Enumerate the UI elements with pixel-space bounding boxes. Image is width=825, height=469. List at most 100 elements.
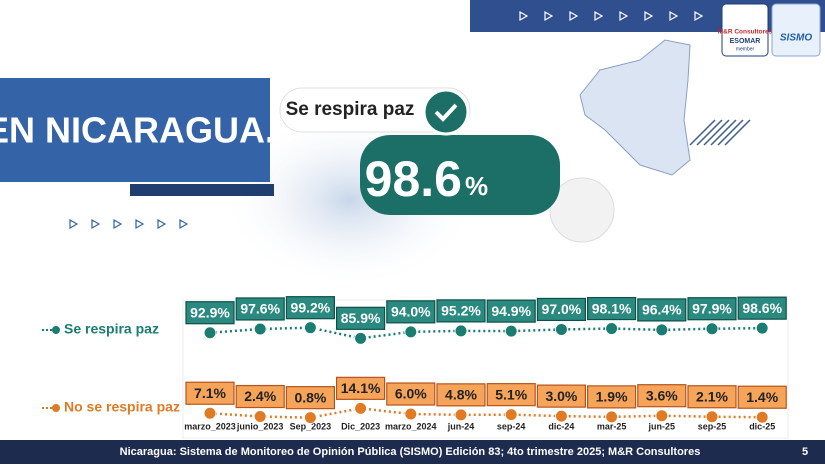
data-label: 7.1%: [194, 385, 226, 401]
logo-member: member: [736, 46, 755, 52]
decor-circle: [549, 177, 615, 243]
headline-value: 98.6: [365, 151, 462, 207]
marker: [605, 410, 619, 424]
legend-marker: [52, 326, 60, 334]
marker: [655, 409, 669, 423]
marker: [253, 410, 267, 424]
label-box: [436, 299, 486, 323]
label-box: [185, 301, 235, 325]
label-box: [486, 299, 536, 323]
label-box: [235, 297, 285, 321]
check-mark: [434, 103, 458, 122]
label-box: [386, 382, 436, 406]
label-box: [536, 297, 587, 322]
title-underline: [130, 184, 274, 196]
data-label: 94.9%: [491, 303, 531, 319]
marker: [705, 410, 719, 424]
label-box: [586, 296, 637, 321]
chart: marzo_2023 junio_2023 Sep_2023 Dic_2023 marz…: [42, 296, 787, 431]
arrows-left: [69, 218, 189, 230]
x-tick-label: junio_2023: [236, 421, 284, 431]
label-box: [486, 383, 536, 407]
data-label: 3.0%: [545, 388, 577, 404]
marker: [605, 322, 619, 336]
data-label: 3.6%: [646, 387, 678, 403]
data-label: 6.0%: [395, 386, 427, 402]
label-box: [285, 296, 335, 320]
label-box: [637, 384, 687, 408]
data-label: 95.2%: [441, 303, 481, 319]
map: [579, 39, 691, 176]
data-label: 94.0%: [391, 304, 431, 320]
data-label: 92.9%: [190, 304, 230, 320]
x-tick-label: mar-25: [597, 421, 627, 431]
marker: [554, 409, 568, 423]
x-tick-label: marzo_2023: [184, 421, 236, 431]
arrows: [519, 10, 704, 22]
data-label: 5.1%: [495, 386, 527, 402]
page-number: 5: [802, 446, 808, 458]
data-label: 4.8%: [445, 387, 477, 403]
legend-label: Se respira paz: [64, 321, 159, 337]
legend-marker: [52, 404, 60, 412]
marker: [454, 408, 468, 422]
label-box: [285, 386, 335, 410]
logo-sub: ESOMAR: [730, 38, 761, 45]
label-box: [386, 300, 436, 324]
data-label: 98.1%: [592, 300, 632, 316]
x-tick-label: dic-24: [548, 421, 574, 431]
hatch: [689, 119, 751, 146]
title: EN NICARAGUA...: [0, 110, 295, 151]
logo-box: [721, 3, 769, 57]
x-tick-label: sep-25: [698, 421, 727, 431]
label-box: [235, 384, 285, 409]
title-box: [0, 78, 270, 182]
marker: [655, 323, 669, 337]
data-label: 97.0%: [542, 301, 582, 317]
data-label: 96.4%: [642, 302, 682, 318]
marker: [303, 321, 317, 335]
check-icon: [422, 88, 470, 136]
label-box: [737, 385, 787, 409]
marker: [253, 322, 267, 336]
marker: [404, 407, 418, 421]
label-box: [586, 385, 637, 409]
data-label: 2.4%: [244, 388, 276, 404]
data-label: 1.4%: [746, 389, 778, 405]
marker: [705, 322, 719, 336]
label-box: [185, 381, 235, 405]
legend-label: No se respira paz: [64, 399, 180, 415]
label-box: [336, 306, 386, 330]
series-line: [209, 326, 763, 340]
label-box: [737, 296, 787, 320]
data-label: 2.1%: [696, 388, 728, 404]
marker: [404, 325, 418, 339]
marker: [354, 401, 368, 415]
x-tick-label: jun-24: [447, 421, 475, 431]
data-label: 1.9%: [596, 389, 628, 405]
footer-bar: [0, 440, 825, 464]
marker: [303, 411, 317, 425]
data-label: 97.6%: [240, 301, 280, 317]
logo2-box: [771, 3, 821, 57]
data-label: 0.8%: [294, 389, 326, 405]
marker: [454, 324, 468, 338]
label-box: [637, 298, 687, 322]
x-tick-label: sep-24: [497, 421, 526, 431]
x-tick-label: Sep_2023: [290, 421, 332, 431]
headline-unit: %: [465, 171, 488, 201]
label-box: [536, 384, 587, 408]
series-line: [209, 407, 763, 419]
marker: [504, 408, 518, 422]
x-tick-label: jun-25: [648, 421, 676, 431]
label-box: [687, 297, 737, 321]
logo-text: M&R Consultores: [718, 29, 773, 36]
marker: [354, 331, 368, 345]
marker: [203, 406, 217, 420]
label-box: [687, 385, 737, 409]
x-tick-label: marzo_2024: [385, 421, 437, 431]
label-box: [436, 383, 486, 407]
data-label: 98.6%: [742, 300, 782, 316]
marker: [755, 321, 769, 335]
